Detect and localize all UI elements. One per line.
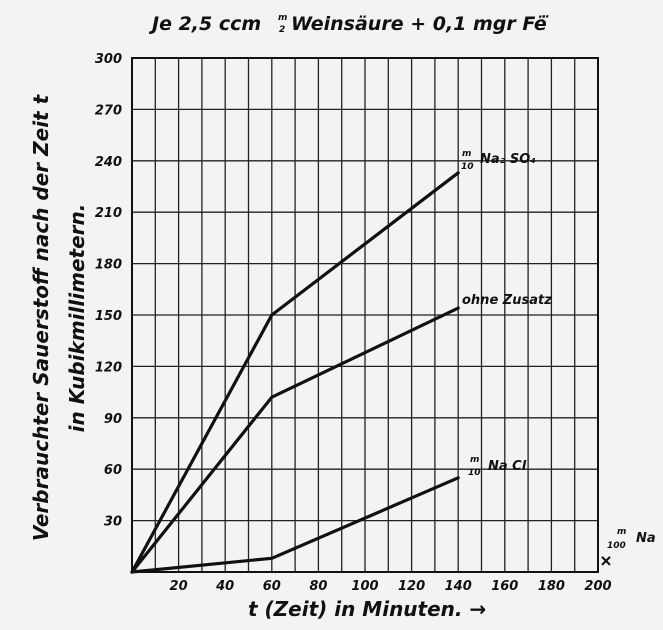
x-tick-label: 20: [170, 579, 188, 594]
title-frac-num: m: [278, 13, 287, 23]
series-marker-stroke: [601, 556, 611, 566]
title-frac-den: 2: [279, 25, 285, 35]
series-label-nacl-num: m: [470, 455, 479, 465]
x-tick-label: 160: [491, 579, 518, 594]
series-marker-na-100: [601, 556, 611, 566]
x-tick-label: 80: [309, 579, 327, 594]
series-label-na-100-text: Na: [636, 531, 656, 546]
x-tick-labels: 20 40 60 80 100 120 140 160 180 200: [170, 579, 612, 594]
series-line-na2so4: [130, 171, 460, 574]
series-label-na2so4-num: m: [462, 149, 471, 159]
y-tick-label: 240: [95, 155, 122, 170]
series-label-na2so4: m 10 Na₂ SO₄: [461, 149, 536, 172]
series-line-ohne-zusatz: [130, 306, 460, 574]
series-label-na2so4-den: 10: [461, 162, 474, 172]
series-label-na-100-num: m: [617, 527, 626, 537]
x-tick-label: 100: [351, 579, 378, 594]
title-suffix: Weinsäure + 0,1 mgr Fë̈: [291, 13, 549, 35]
y-tick-label: 120: [95, 360, 122, 375]
plot-frame: [131, 57, 599, 573]
y-axis-label-line2: in Kubikmillimetern.: [65, 204, 89, 433]
series-label-nacl-den: 10: [468, 468, 481, 478]
y-tick-label: 60: [104, 463, 122, 478]
series-label-nacl: m 10 Na Cl: [468, 455, 527, 478]
x-tick-label: 180: [538, 579, 565, 594]
x-tick-label: 120: [398, 579, 425, 594]
y-tick-labels: 30 60 90 120 150 180 210 240 270 300: [95, 52, 122, 530]
y-tick-label: 180: [95, 258, 122, 273]
series-label-nacl-text: Na Cl: [488, 459, 527, 474]
series-label-na-100-den: 100: [607, 541, 626, 551]
y-tick-label: 300: [95, 52, 122, 67]
y-tick-label: 90: [104, 412, 122, 427]
y-tick-label: 270: [95, 103, 122, 118]
series-line-nacl: [130, 476, 460, 574]
x-axis-label: t (Zeit) in Minuten. →: [248, 597, 486, 621]
y-axis-label-line1: Verbrauchter Sauerstoff nach der Zeit t: [29, 93, 53, 541]
series-lines: [130, 171, 611, 574]
y-tick-label: 150: [95, 309, 122, 324]
y-tick-label: 30: [104, 515, 122, 530]
x-tick-label: 200: [584, 579, 611, 594]
x-tick-label: 40: [215, 579, 234, 594]
series-label-ohne-zusatz: ohne Zusatz: [462, 293, 552, 308]
series-label-na-100: m 100 Na: [607, 527, 656, 551]
chart-title: Je 2,5 ccm m 2 Weinsäure + 0,1 mgr Fë̈: [148, 13, 549, 35]
x-tick-label: 60: [263, 579, 281, 594]
grid: [132, 58, 598, 572]
series-label-na2so4-text: Na₂ SO₄: [480, 152, 536, 167]
x-tick-label: 140: [445, 579, 472, 594]
title-prefix: Je 2,5 ccm: [148, 13, 261, 35]
y-tick-label: 210: [95, 206, 122, 221]
